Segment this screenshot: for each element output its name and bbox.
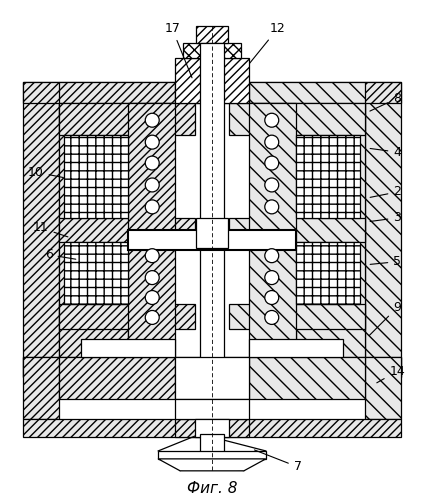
Polygon shape bbox=[23, 82, 401, 103]
Bar bbox=[196, 25, 228, 42]
Circle shape bbox=[145, 290, 159, 304]
Polygon shape bbox=[249, 103, 296, 357]
Text: 7: 7 bbox=[254, 450, 301, 474]
Text: 3: 3 bbox=[370, 212, 401, 225]
Bar bbox=[64, 242, 128, 304]
Circle shape bbox=[265, 156, 279, 170]
Bar bbox=[200, 42, 224, 434]
Bar bbox=[196, 218, 228, 248]
Polygon shape bbox=[158, 459, 266, 471]
Polygon shape bbox=[229, 304, 365, 329]
Circle shape bbox=[145, 135, 159, 149]
Polygon shape bbox=[59, 357, 175, 399]
Circle shape bbox=[265, 135, 279, 149]
Polygon shape bbox=[23, 357, 401, 377]
Polygon shape bbox=[59, 304, 195, 329]
Circle shape bbox=[265, 290, 279, 304]
Polygon shape bbox=[128, 103, 175, 357]
Bar bbox=[195, 419, 229, 437]
Circle shape bbox=[265, 310, 279, 324]
Polygon shape bbox=[229, 218, 365, 242]
Text: Фиг. 8: Фиг. 8 bbox=[187, 481, 237, 497]
Bar bbox=[128, 230, 296, 250]
Text: 4: 4 bbox=[370, 146, 401, 159]
Polygon shape bbox=[23, 82, 59, 377]
Bar bbox=[175, 399, 249, 419]
Circle shape bbox=[145, 310, 159, 324]
Circle shape bbox=[265, 200, 279, 214]
Circle shape bbox=[265, 113, 279, 127]
Circle shape bbox=[145, 178, 159, 192]
Polygon shape bbox=[365, 357, 401, 419]
Text: 5: 5 bbox=[370, 255, 401, 268]
Text: 9: 9 bbox=[369, 301, 401, 335]
Circle shape bbox=[145, 156, 159, 170]
Polygon shape bbox=[175, 58, 249, 103]
Polygon shape bbox=[59, 103, 195, 135]
Polygon shape bbox=[23, 357, 59, 419]
Circle shape bbox=[265, 178, 279, 192]
Circle shape bbox=[265, 270, 279, 284]
Polygon shape bbox=[175, 419, 249, 437]
Circle shape bbox=[145, 270, 159, 284]
Text: 17: 17 bbox=[164, 22, 192, 78]
Text: 6: 6 bbox=[45, 248, 76, 261]
Circle shape bbox=[145, 113, 159, 127]
Text: 2: 2 bbox=[370, 186, 401, 199]
Text: 10: 10 bbox=[28, 166, 63, 179]
Text: 12: 12 bbox=[250, 22, 286, 63]
Bar bbox=[64, 135, 128, 218]
Circle shape bbox=[145, 200, 159, 214]
Polygon shape bbox=[249, 357, 365, 399]
Bar bbox=[296, 135, 360, 218]
Text: 11: 11 bbox=[33, 221, 68, 237]
Polygon shape bbox=[59, 103, 128, 357]
Bar bbox=[296, 242, 360, 304]
Circle shape bbox=[145, 249, 159, 262]
Bar bbox=[200, 434, 224, 454]
Polygon shape bbox=[365, 82, 401, 377]
Polygon shape bbox=[23, 419, 401, 437]
Polygon shape bbox=[158, 451, 266, 459]
Text: 14: 14 bbox=[377, 365, 405, 383]
Bar bbox=[81, 339, 175, 357]
Bar bbox=[183, 42, 241, 58]
Polygon shape bbox=[296, 103, 365, 357]
Polygon shape bbox=[249, 82, 365, 103]
Text: 8: 8 bbox=[370, 92, 401, 111]
Polygon shape bbox=[59, 218, 195, 242]
Bar bbox=[175, 357, 249, 399]
Bar bbox=[249, 339, 343, 357]
Polygon shape bbox=[59, 82, 175, 103]
Polygon shape bbox=[229, 103, 365, 135]
Circle shape bbox=[265, 249, 279, 262]
